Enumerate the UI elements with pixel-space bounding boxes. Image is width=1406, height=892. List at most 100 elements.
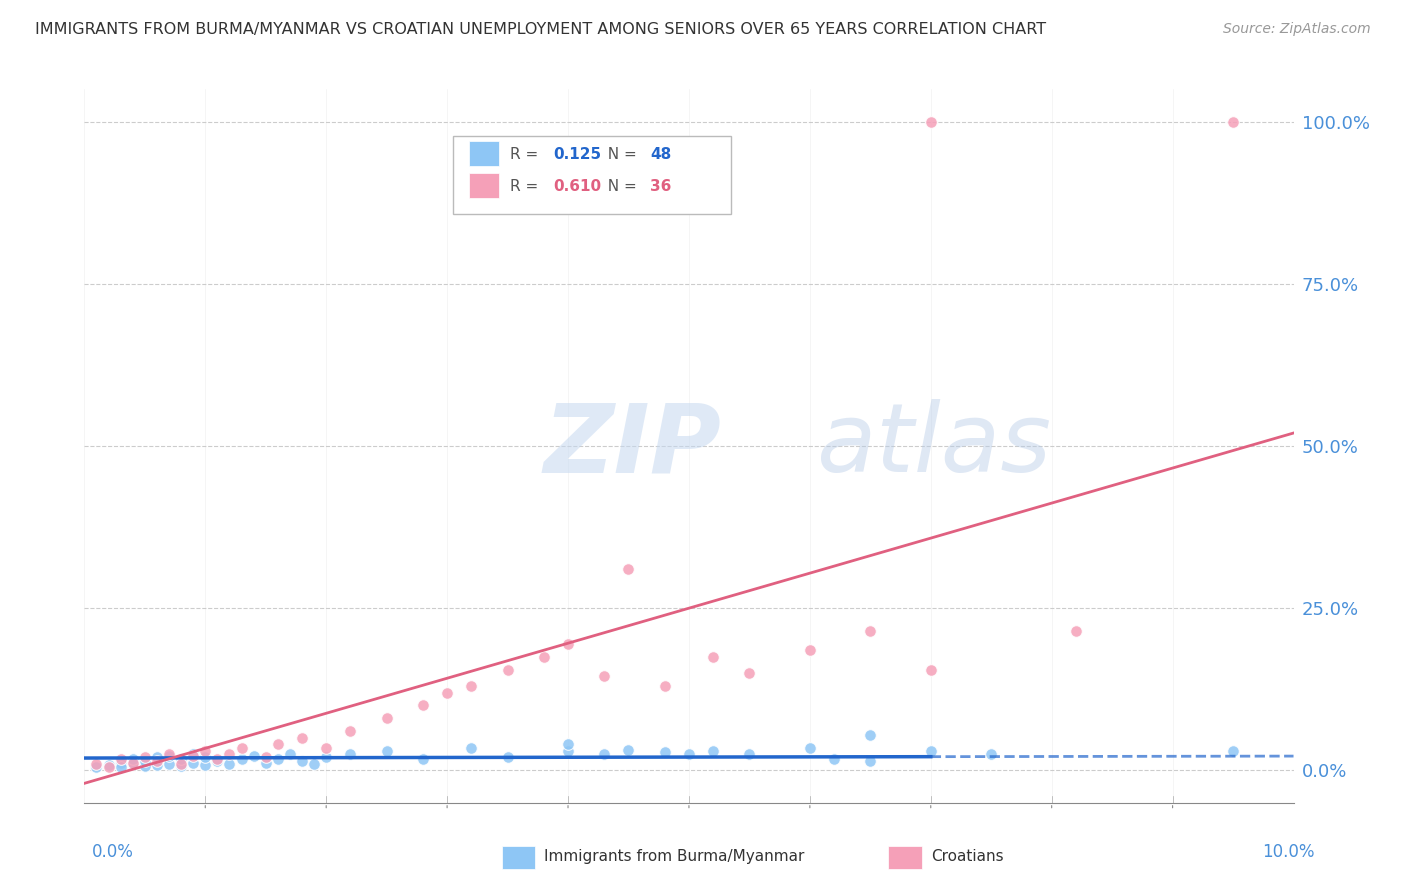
Point: [157, 749, 180, 764]
Point: [121, 756, 143, 770]
Point: [496, 663, 519, 677]
Text: atlas: atlas: [815, 400, 1050, 492]
Point: [339, 724, 361, 739]
Point: [146, 758, 169, 772]
Point: [1064, 624, 1087, 638]
Point: [157, 747, 180, 761]
Point: [315, 740, 337, 755]
Point: [242, 749, 264, 764]
Point: [557, 738, 579, 752]
Text: Croatians: Croatians: [931, 849, 1004, 863]
Point: [859, 728, 882, 742]
Point: [799, 643, 821, 657]
Point: [218, 747, 240, 761]
Point: [157, 756, 180, 771]
Point: [134, 754, 156, 768]
Text: 48: 48: [650, 147, 672, 162]
Point: [207, 754, 229, 768]
Point: [1222, 744, 1244, 758]
Point: [557, 637, 579, 651]
Text: 36: 36: [650, 178, 672, 194]
Point: [920, 663, 942, 677]
Text: ZIP: ZIP: [544, 400, 721, 492]
Point: [110, 752, 132, 766]
Point: [617, 562, 640, 576]
Point: [823, 752, 845, 766]
Point: [654, 679, 676, 693]
Point: [170, 756, 193, 771]
Text: N =: N =: [599, 147, 643, 162]
Point: [231, 740, 253, 755]
Point: [194, 758, 217, 772]
Point: [460, 679, 482, 693]
Point: [181, 747, 204, 761]
Point: [859, 754, 882, 768]
Point: [302, 756, 325, 771]
Point: [254, 750, 277, 764]
Bar: [468, 141, 499, 166]
Point: [980, 747, 1002, 761]
Point: [557, 744, 579, 758]
Point: [291, 731, 314, 745]
Point: [678, 747, 700, 761]
Point: [134, 750, 156, 764]
Bar: [468, 173, 499, 198]
Point: [533, 649, 555, 664]
Point: [339, 747, 361, 761]
Point: [254, 756, 277, 770]
Point: [231, 752, 253, 766]
Text: 0.125: 0.125: [554, 147, 602, 162]
Point: [460, 740, 482, 755]
Point: [738, 666, 761, 681]
Text: R =: R =: [510, 178, 543, 194]
Point: [121, 752, 143, 766]
Point: [170, 759, 193, 773]
Point: [375, 744, 398, 758]
Point: [170, 752, 193, 766]
Point: [207, 752, 229, 766]
Point: [702, 649, 724, 664]
Point: [654, 745, 676, 759]
Point: [218, 756, 240, 771]
FancyBboxPatch shape: [453, 136, 731, 214]
Point: [110, 756, 132, 770]
Point: [181, 756, 204, 770]
Point: [97, 760, 120, 774]
Point: [738, 747, 761, 761]
Point: [496, 750, 519, 764]
Point: [194, 750, 217, 764]
Text: Immigrants from Burma/Myanmar: Immigrants from Burma/Myanmar: [544, 849, 804, 863]
Point: [121, 756, 143, 771]
Point: [194, 744, 217, 758]
Point: [375, 711, 398, 725]
Point: [617, 742, 640, 756]
Point: [799, 740, 821, 755]
Point: [315, 750, 337, 764]
Point: [412, 698, 434, 713]
Text: Source: ZipAtlas.com: Source: ZipAtlas.com: [1223, 22, 1371, 37]
Point: [1222, 114, 1244, 128]
Text: IMMIGRANTS FROM BURMA/MYANMAR VS CROATIAN UNEMPLOYMENT AMONG SENIORS OVER 65 YEA: IMMIGRANTS FROM BURMA/MYANMAR VS CROATIA…: [35, 22, 1046, 37]
Text: 0.610: 0.610: [554, 178, 602, 194]
Text: 0.0%: 0.0%: [91, 843, 134, 861]
Point: [436, 685, 458, 699]
Point: [267, 752, 290, 766]
Point: [110, 760, 132, 774]
Point: [146, 750, 169, 764]
Point: [593, 747, 616, 761]
Point: [86, 756, 108, 771]
Point: [859, 624, 882, 638]
Text: R =: R =: [510, 147, 543, 162]
Bar: [889, 847, 922, 869]
Point: [291, 754, 314, 768]
Point: [267, 738, 290, 752]
Point: [593, 669, 616, 683]
Point: [278, 747, 301, 761]
Text: 10.0%: 10.0%: [1263, 843, 1315, 861]
Point: [97, 758, 120, 772]
Point: [702, 744, 724, 758]
Point: [412, 752, 434, 766]
Point: [181, 749, 204, 764]
Point: [146, 754, 169, 768]
Point: [920, 744, 942, 758]
